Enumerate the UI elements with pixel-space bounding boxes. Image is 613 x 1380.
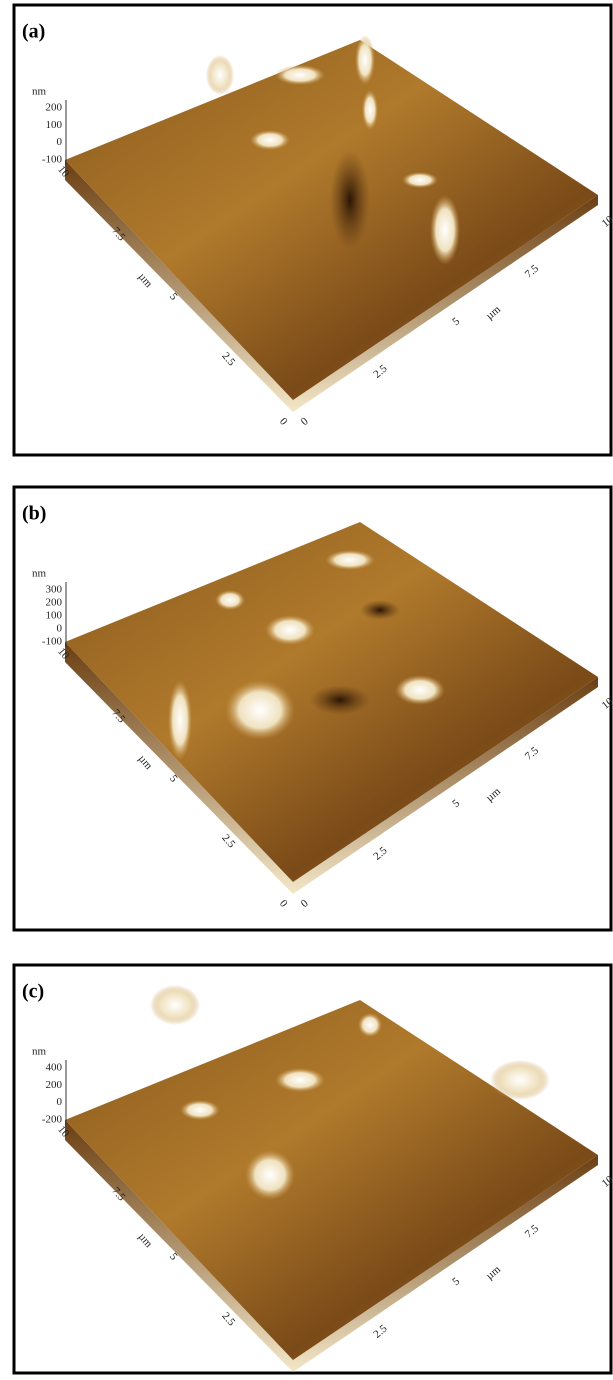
z-tick-label: -200 <box>42 1114 63 1126</box>
peak <box>430 195 460 265</box>
panel-label: (c) <box>22 981 44 1003</box>
x-unit: µm <box>484 1263 503 1282</box>
surface <box>65 40 598 400</box>
y-tick-label: 5 <box>167 1251 180 1263</box>
x-tick-label: 5 <box>450 315 462 328</box>
peak <box>355 35 375 85</box>
x-tick-label: 7.5 <box>523 262 542 280</box>
z-tick-label: 100 <box>46 119 63 131</box>
peak <box>490 1060 550 1100</box>
y-tick-label: 0 <box>277 898 290 910</box>
z-unit: nm <box>32 86 47 98</box>
peak <box>215 590 245 610</box>
y-unit: µm <box>136 271 155 290</box>
peak <box>168 680 192 760</box>
panel-label: (b) <box>22 503 46 525</box>
peak <box>402 172 438 188</box>
pit <box>330 150 370 250</box>
z-tick-label: 300 <box>46 584 63 596</box>
peak <box>180 1100 220 1120</box>
z-tick-label: 0 <box>57 136 63 148</box>
x-tick-label: 2.5 <box>371 1322 390 1340</box>
z-tick-label: 0 <box>57 623 63 635</box>
peak <box>362 90 378 130</box>
panel-label: (a) <box>22 21 45 43</box>
z-tick-label: 400 <box>46 1062 63 1074</box>
x-unit: µm <box>484 785 503 804</box>
z-unit: nm <box>32 568 47 580</box>
peak <box>206 55 234 95</box>
peak <box>358 1013 382 1037</box>
peak <box>325 550 375 570</box>
x-tick-label: 0 <box>299 897 311 910</box>
pit <box>310 685 370 715</box>
z-unit: nm <box>32 1046 47 1058</box>
z-tick-label: 200 <box>46 102 63 114</box>
y-tick-label: 0 <box>277 416 290 428</box>
peak <box>275 1068 325 1092</box>
x-tick-label: 2.5 <box>371 362 390 380</box>
x-tick-label: 7.5 <box>523 744 542 762</box>
peak <box>250 130 290 150</box>
pit <box>360 600 400 620</box>
peak <box>225 680 295 740</box>
peak <box>395 675 445 705</box>
peak <box>275 65 325 85</box>
peak <box>150 985 200 1025</box>
z-tick-label: -100 <box>42 636 63 648</box>
surface <box>65 1000 598 1360</box>
x-tick-label: 5 <box>450 1275 462 1288</box>
panel: (b)nm3002001000-10002.557.510µm02.557.51… <box>14 487 613 930</box>
z-tick-label: 200 <box>46 597 63 609</box>
z-tick-label: 100 <box>46 610 63 622</box>
y-tick-label: 5 <box>167 291 180 303</box>
x-tick-label: 7.5 <box>523 1222 542 1240</box>
x-unit: µm <box>484 303 503 322</box>
z-tick-label: -100 <box>42 154 63 166</box>
z-tick-label: 200 <box>46 1079 63 1091</box>
z-tick-label: 0 <box>57 1096 63 1108</box>
y-unit: µm <box>136 1231 155 1250</box>
y-unit: µm <box>136 753 155 772</box>
peak <box>265 615 315 645</box>
x-tick-label: 2.5 <box>371 844 390 862</box>
x-tick-label: 0 <box>299 415 311 428</box>
peak <box>245 1150 295 1200</box>
y-tick-label: 5 <box>167 773 180 785</box>
x-tick-label: 5 <box>450 797 462 810</box>
